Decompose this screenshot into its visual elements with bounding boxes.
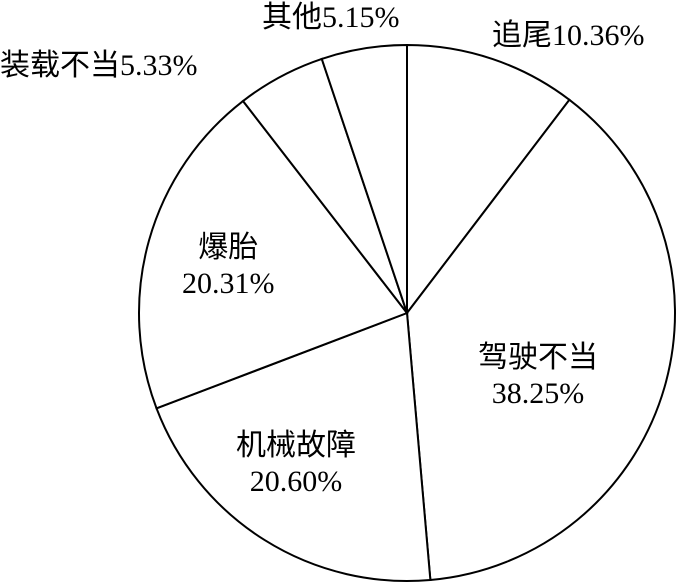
label-rear-end: 追尾10.36%	[492, 18, 645, 54]
label-improper-driving: 驾驶不当 38.25%	[478, 340, 598, 412]
slice-percent: 20.31%	[182, 267, 275, 300]
label-mechanical-failure: 机械故障 20.60%	[236, 428, 356, 500]
slice-percent: 10.36%	[552, 19, 645, 52]
slice-percent: 5.15%	[322, 1, 400, 34]
slice-percent: 38.25%	[491, 377, 585, 410]
slice-percent: 5.33%	[120, 49, 198, 82]
slice-label: 装载不当	[0, 49, 120, 82]
pie-slice-2	[155, 311, 432, 582]
pie-slice-5	[320, 43, 408, 314]
pie-slice-3	[138, 99, 409, 410]
pie-slice-1	[405, 98, 676, 582]
slice-label: 爆胎	[198, 231, 259, 264]
slice-label: 驾驶不当	[478, 341, 598, 374]
label-other: 其他5.15%	[262, 0, 400, 36]
label-tire-blowout: 爆胎 20.31%	[182, 230, 275, 302]
label-improper-loading: 装载不当5.33%	[0, 48, 198, 84]
slice-label: 追尾	[492, 19, 552, 52]
pie-slice-0	[406, 43, 571, 316]
slice-percent: 20.60%	[249, 465, 343, 498]
slice-label: 机械故障	[236, 429, 356, 462]
slice-label: 其他	[262, 1, 322, 34]
